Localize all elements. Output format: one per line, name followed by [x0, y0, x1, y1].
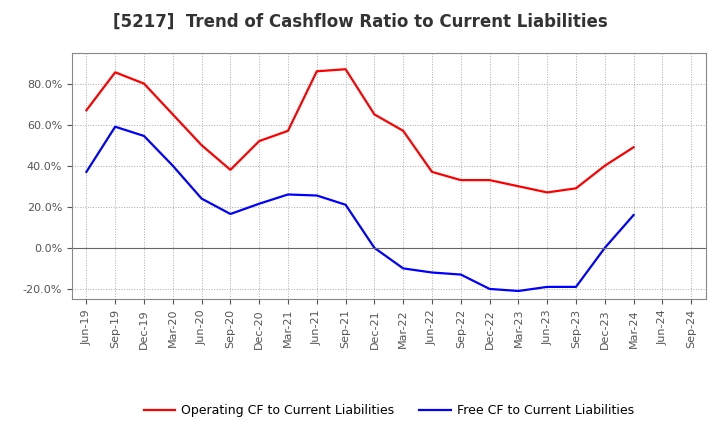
Operating CF to Current Liabilities: [543, 190, 552, 195]
Line: Operating CF to Current Liabilities: Operating CF to Current Liabilities: [86, 69, 634, 192]
Free CF to Current Liabilities: [399, 266, 408, 271]
Operating CF to Current Liabilities: [399, 128, 408, 133]
Operating CF to Current Liabilities: [456, 177, 465, 183]
Operating CF to Current Liabilities: [168, 112, 177, 117]
Operating CF to Current Liabilities: [428, 169, 436, 175]
Free CF to Current Liabilities: [629, 213, 638, 218]
Operating CF to Current Liabilities: [600, 163, 609, 169]
Free CF to Current Liabilities: [485, 286, 494, 292]
Free CF to Current Liabilities: [197, 196, 206, 201]
Free CF to Current Liabilities: [312, 193, 321, 198]
Operating CF to Current Liabilities: [514, 183, 523, 189]
Operating CF to Current Liabilities: [629, 145, 638, 150]
Legend: Operating CF to Current Liabilities, Free CF to Current Liabilities: Operating CF to Current Liabilities, Fre…: [139, 399, 639, 422]
Operating CF to Current Liabilities: [226, 167, 235, 172]
Operating CF to Current Liabilities: [255, 139, 264, 144]
Free CF to Current Liabilities: [82, 169, 91, 175]
Free CF to Current Liabilities: [370, 245, 379, 250]
Free CF to Current Liabilities: [514, 288, 523, 293]
Operating CF to Current Liabilities: [284, 128, 292, 133]
Operating CF to Current Liabilities: [82, 108, 91, 113]
Operating CF to Current Liabilities: [485, 177, 494, 183]
Free CF to Current Liabilities: [341, 202, 350, 207]
Free CF to Current Liabilities: [543, 284, 552, 290]
Operating CF to Current Liabilities: [341, 66, 350, 72]
Free CF to Current Liabilities: [428, 270, 436, 275]
Operating CF to Current Liabilities: [197, 143, 206, 148]
Operating CF to Current Liabilities: [312, 69, 321, 74]
Free CF to Current Liabilities: [111, 124, 120, 129]
Free CF to Current Liabilities: [226, 211, 235, 216]
Free CF to Current Liabilities: [140, 133, 148, 139]
Free CF to Current Liabilities: [284, 192, 292, 197]
Operating CF to Current Liabilities: [370, 112, 379, 117]
Operating CF to Current Liabilities: [140, 81, 148, 86]
Free CF to Current Liabilities: [572, 284, 580, 290]
Free CF to Current Liabilities: [255, 201, 264, 206]
Free CF to Current Liabilities: [168, 163, 177, 169]
Line: Free CF to Current Liabilities: Free CF to Current Liabilities: [86, 127, 634, 291]
Free CF to Current Liabilities: [600, 245, 609, 250]
Text: [5217]  Trend of Cashflow Ratio to Current Liabilities: [5217] Trend of Cashflow Ratio to Curren…: [112, 13, 608, 31]
Free CF to Current Liabilities: [456, 272, 465, 277]
Operating CF to Current Liabilities: [572, 186, 580, 191]
Operating CF to Current Liabilities: [111, 70, 120, 75]
